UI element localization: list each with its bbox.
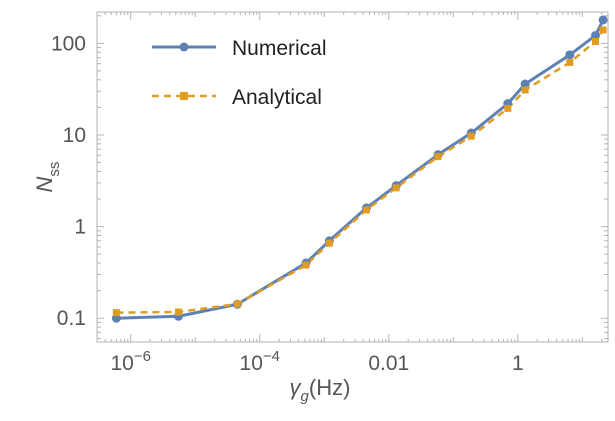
x-tick-label: 10−4 — [240, 348, 280, 375]
data-point-analytical — [467, 132, 475, 140]
ticks-layer — [96, 12, 608, 342]
y-tick-label: 10 — [63, 124, 86, 147]
data-point-numerical — [590, 30, 600, 40]
series-layer — [111, 15, 608, 323]
y-tick-label: 0.1 — [57, 307, 86, 330]
series-line-analytical — [116, 29, 605, 314]
data-point-analytical — [392, 184, 400, 192]
data-point-analytical — [566, 58, 574, 66]
x-tick-label: 0.01 — [368, 352, 409, 375]
legend-label-numerical: Numerical — [232, 37, 327, 60]
series-line-numerical — [116, 19, 605, 320]
legend-marker-numerical — [179, 42, 189, 52]
data-point-analytical — [362, 206, 370, 214]
plot-frame — [96, 11, 609, 343]
tick-labels-layer: 10−6 10−4 0.01 1 0.1 1 10 100 — [51, 32, 524, 375]
data-point-numerical — [565, 50, 575, 60]
legend-label-analytical: Analytical — [232, 86, 322, 109]
data-point-analytical — [325, 239, 333, 247]
y-tick-label: 100 — [51, 32, 86, 55]
data-point-analytical — [434, 153, 442, 161]
legend-marker-analytical — [180, 92, 188, 100]
data-point-analytical — [233, 300, 241, 308]
data-point-analytical — [521, 86, 529, 94]
y-axis-title: Nss — [32, 162, 63, 193]
x-axis-title: γg(Hz) — [290, 375, 351, 405]
data-point-analytical — [112, 309, 120, 317]
data-point-analytical — [591, 37, 599, 45]
data-point-numerical — [598, 15, 608, 25]
data-point-analytical — [599, 26, 607, 34]
x-tick-label: 1 — [512, 352, 524, 375]
data-point-analytical — [504, 104, 512, 112]
x-tick-label: 10−6 — [110, 348, 150, 375]
legend: Numerical Analytical — [152, 37, 327, 109]
y-tick-label: 1 — [74, 216, 86, 239]
data-point-analytical — [174, 308, 182, 316]
data-point-analytical — [302, 261, 310, 269]
data-point-numerical — [520, 79, 530, 89]
